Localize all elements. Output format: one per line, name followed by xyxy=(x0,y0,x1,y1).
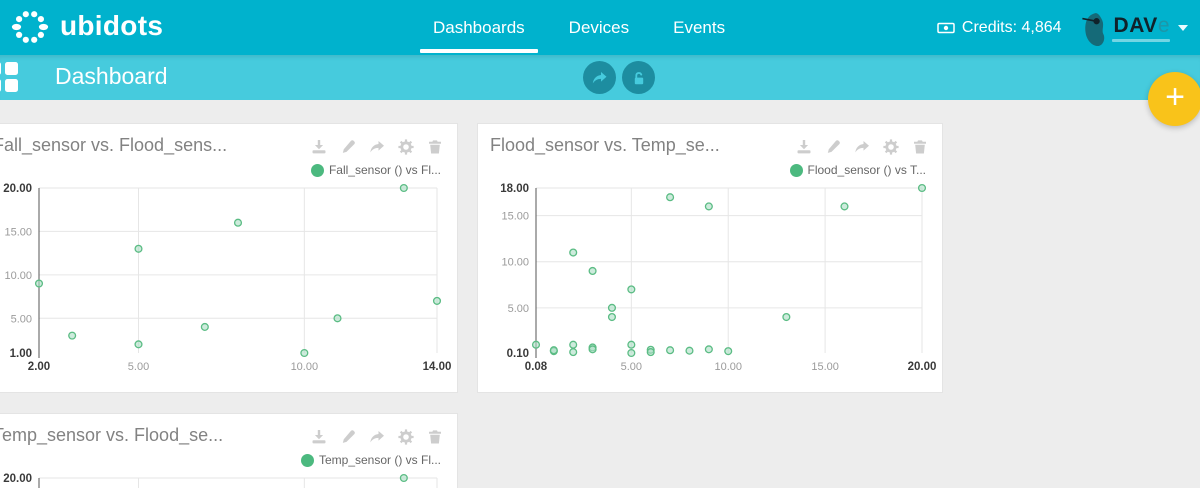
svg-text:10.00: 10.00 xyxy=(4,270,32,282)
widget-toolbar xyxy=(311,139,443,155)
svg-text:5.00: 5.00 xyxy=(128,361,149,373)
share-icon[interactable] xyxy=(854,139,870,155)
share-icon[interactable] xyxy=(369,139,385,155)
share-dashboard-button[interactable] xyxy=(583,61,616,94)
edit-icon[interactable] xyxy=(340,139,356,155)
svg-text:15.00: 15.00 xyxy=(811,361,839,373)
dashboard-bar: Dashboard xyxy=(0,55,1200,100)
nav-tab-devices[interactable]: Devices xyxy=(568,18,630,37)
svg-text:2.00: 2.00 xyxy=(28,361,50,373)
svg-text:0.08: 0.08 xyxy=(525,361,548,373)
svg-text:15.00: 15.00 xyxy=(4,226,32,238)
unlock-icon xyxy=(634,71,643,84)
download-icon[interactable] xyxy=(311,139,327,155)
svg-text:14.00: 14.00 xyxy=(423,361,452,373)
lock-dashboard-button[interactable] xyxy=(622,61,655,94)
delete-trash-icon[interactable] xyxy=(427,429,443,445)
settings-gear-icon[interactable] xyxy=(398,139,414,155)
add-widget-button[interactable]: + xyxy=(1148,72,1200,126)
svg-text:1.00: 1.00 xyxy=(10,348,32,360)
svg-text:20.00: 20.00 xyxy=(908,361,937,373)
svg-text:5.00: 5.00 xyxy=(11,313,32,325)
chart-legend[interactable]: Temp_sensor () vs Fl... xyxy=(0,453,441,467)
share-arrow-icon xyxy=(592,71,607,83)
nav-tab-events[interactable]: Events xyxy=(673,18,726,37)
download-icon[interactable] xyxy=(311,429,327,445)
widget-title: Flood_sensor vs. Temp_se... xyxy=(490,135,720,155)
top-navbar: ubidots Dashboards Devices Events Credit… xyxy=(0,0,1200,55)
chevron-down-icon[interactable] xyxy=(1178,24,1188,31)
chart-legend[interactable]: Fall_sensor () vs Fl... xyxy=(0,163,441,177)
svg-text:5.00: 5.00 xyxy=(508,303,529,315)
legend-label: Fall_sensor () vs Fl... xyxy=(328,163,441,177)
avatar-subtext xyxy=(1111,38,1170,42)
svg-text:0.10: 0.10 xyxy=(507,348,529,360)
legend-label: Flood_sensor () vs T... xyxy=(807,163,927,177)
ubidots-dots-icon xyxy=(11,11,49,43)
credits-badge[interactable]: Credits: 4,864 xyxy=(937,19,1062,37)
svg-text:10.00: 10.00 xyxy=(501,257,529,269)
nav-tab-dashboards[interactable]: Dashboards xyxy=(420,0,538,55)
legend-dot xyxy=(789,163,803,177)
navbar-right: Credits: 4,864 DAVe xyxy=(937,0,1188,55)
widget-card-temp-vs-flood: Temp_sensor vs. Flood_se... Temp_sensor … xyxy=(0,413,458,488)
widget-card-flood-vs-temp: Flood_sensor vs. Temp_se... Flood_sensor… xyxy=(477,123,943,393)
share-icon[interactable] xyxy=(369,429,385,445)
main-nav: Dashboards Devices Events xyxy=(420,0,726,55)
dashboard-content: Fall_sensor vs. Flood_sens... Fall_senso… xyxy=(0,100,1200,488)
widget-title: Fall_sensor vs. Flood_sens... xyxy=(0,135,228,155)
svg-text:20.00: 20.00 xyxy=(3,473,32,485)
scatter-chart: 1.00 5.00 10.00 15.00 20.00 2.00 5.00 10.00 14.0… xyxy=(3,183,451,373)
page-title: Dashboard xyxy=(55,63,168,89)
chart-legend[interactable]: Flood_sensor () vs T... xyxy=(490,163,926,177)
edit-icon[interactable] xyxy=(825,139,841,155)
svg-text:15.00: 15.00 xyxy=(501,211,529,223)
avatar-face-icon xyxy=(1081,12,1104,46)
settings-gear-icon[interactable] xyxy=(398,429,414,445)
edit-icon[interactable] xyxy=(340,429,356,445)
brand-name: ubidots xyxy=(60,10,164,41)
widget-toolbar xyxy=(796,139,928,155)
widget-title: Temp_sensor vs. Flood_se... xyxy=(0,425,224,445)
settings-gear-icon[interactable] xyxy=(883,139,899,155)
svg-text:10.00: 10.00 xyxy=(291,361,319,373)
banknote-icon xyxy=(937,22,955,33)
delete-trash-icon[interactable] xyxy=(427,139,443,155)
svg-text:10.00: 10.00 xyxy=(714,361,742,373)
scatter-chart: 1.005.0010.0015.0020.002.005.0010.0014.0… xyxy=(3,473,438,488)
scatter-chart: 0.10 5.00 10.00 15.00 18.00 0.08 5.00 10.00 15.0… xyxy=(500,183,936,373)
ubidots-logo[interactable]: ubidots xyxy=(9,6,163,48)
svg-text:20.00: 20.00 xyxy=(3,183,32,195)
legend-dot xyxy=(310,163,324,177)
svg-text:18.00: 18.00 xyxy=(500,183,529,195)
credits-label: Credits: 4,864 xyxy=(961,18,1062,36)
dashboards-grid-icon[interactable] xyxy=(0,62,19,93)
svg-text:5.00: 5.00 xyxy=(621,361,642,373)
download-icon[interactable] xyxy=(796,139,812,155)
user-avatar[interactable]: DAVe xyxy=(1078,4,1188,52)
legend-dot xyxy=(300,453,314,467)
legend-label: Temp_sensor () vs Fl... xyxy=(318,453,441,467)
widget-card-fall-vs-flood: Fall_sensor vs. Flood_sens... Fall_senso… xyxy=(0,123,458,393)
avatar-name: DAVe xyxy=(1113,13,1170,37)
widget-toolbar xyxy=(311,429,443,445)
dashboard-actions xyxy=(583,61,655,94)
delete-trash-icon[interactable] xyxy=(912,139,928,155)
